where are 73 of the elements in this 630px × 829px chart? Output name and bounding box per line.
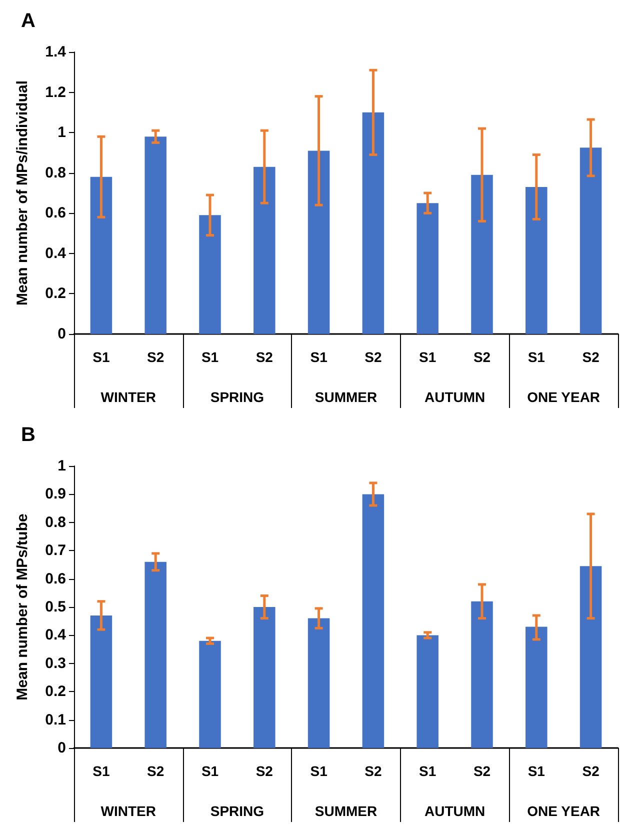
bar (199, 215, 221, 334)
y-tick-label: 0.7 (45, 542, 66, 560)
x-tick-label: S2 (147, 349, 164, 365)
x-tick-label: S1 (92, 349, 110, 365)
x-tick-label: S1 (419, 349, 436, 365)
bar (416, 203, 438, 334)
x-tick-label: S2 (364, 349, 382, 365)
text: SPRING (210, 389, 264, 405)
chart-title: A (21, 10, 36, 32)
text: SUMMER (314, 389, 378, 405)
bar (362, 112, 384, 334)
y-tick-label: 1.2 (45, 84, 66, 101)
x-tick-label: S2 (473, 763, 491, 779)
y-tick-label: 0.8 (45, 164, 66, 182)
x-tick-label: S1 (92, 763, 110, 779)
x-tick-label: S2 (147, 763, 164, 779)
y-tick-label: 1 (58, 124, 66, 142)
y-tick-label: 0.2 (45, 683, 66, 700)
bar (144, 136, 166, 334)
bar (144, 562, 166, 748)
bar (362, 494, 384, 748)
bar (416, 635, 438, 748)
text: AUTUMN (424, 389, 486, 405)
x-tick-label: S2 (582, 349, 600, 365)
bar (254, 607, 276, 748)
x-tick-label: S1 (310, 763, 328, 779)
y-tick-label: 0.2 (45, 285, 66, 302)
chart-title: B (21, 424, 36, 446)
y-tick-label: 1 (58, 458, 66, 474)
y-axis-title: Mean number of MPs/tube (14, 514, 31, 700)
x-tick-label: S1 (419, 763, 436, 779)
y-tick-label: 0 (58, 740, 66, 756)
text: AUTUMN (424, 803, 486, 819)
bar (90, 176, 112, 334)
text: ONE YEAR (527, 803, 600, 819)
y-tick-label: 0.6 (45, 570, 66, 588)
x-tick-label: S1 (528, 763, 546, 779)
x-tick-label: S1 (310, 349, 328, 365)
x-tick-label: S2 (256, 349, 274, 365)
bar (308, 618, 330, 748)
text: ONE YEAR (527, 389, 600, 405)
y-tick-label: 0.1 (45, 711, 66, 728)
bar (254, 166, 276, 334)
y-tick-label: 0.3 (45, 654, 66, 672)
bar (199, 640, 221, 748)
y-tick-label: 0 (58, 326, 66, 342)
bar (308, 150, 330, 334)
y-tick-label: 0.4 (45, 626, 67, 644)
y-tick-label: 0.4 (45, 244, 67, 262)
bar (580, 566, 602, 748)
x-tick-label: S1 (201, 763, 219, 779)
y-tick-label: 0.9 (45, 486, 66, 503)
text: WINTER (100, 389, 156, 405)
bar (526, 626, 548, 748)
x-tick-label: S2 (256, 763, 274, 779)
x-tick-label: S2 (364, 763, 382, 779)
text: SPRING (210, 803, 264, 819)
bar (90, 615, 112, 748)
x-tick-label: S2 (473, 349, 491, 365)
x-tick-label: S1 (201, 349, 219, 365)
x-tick-label: S1 (528, 349, 546, 365)
y-tick-label: 0.5 (45, 598, 66, 616)
bar (471, 601, 493, 748)
y-tick-label: 0.6 (45, 204, 66, 222)
bar (526, 186, 548, 334)
text: WINTER (100, 803, 156, 819)
y-tick-label: 1.4 (45, 44, 67, 60)
y-axis-title: Mean number of MPs/individual (14, 80, 31, 306)
text: SUMMER (314, 803, 378, 819)
bar (580, 148, 602, 334)
y-tick-label: 0.8 (45, 514, 66, 531)
x-tick-label: S2 (582, 763, 600, 779)
bar (471, 174, 493, 334)
